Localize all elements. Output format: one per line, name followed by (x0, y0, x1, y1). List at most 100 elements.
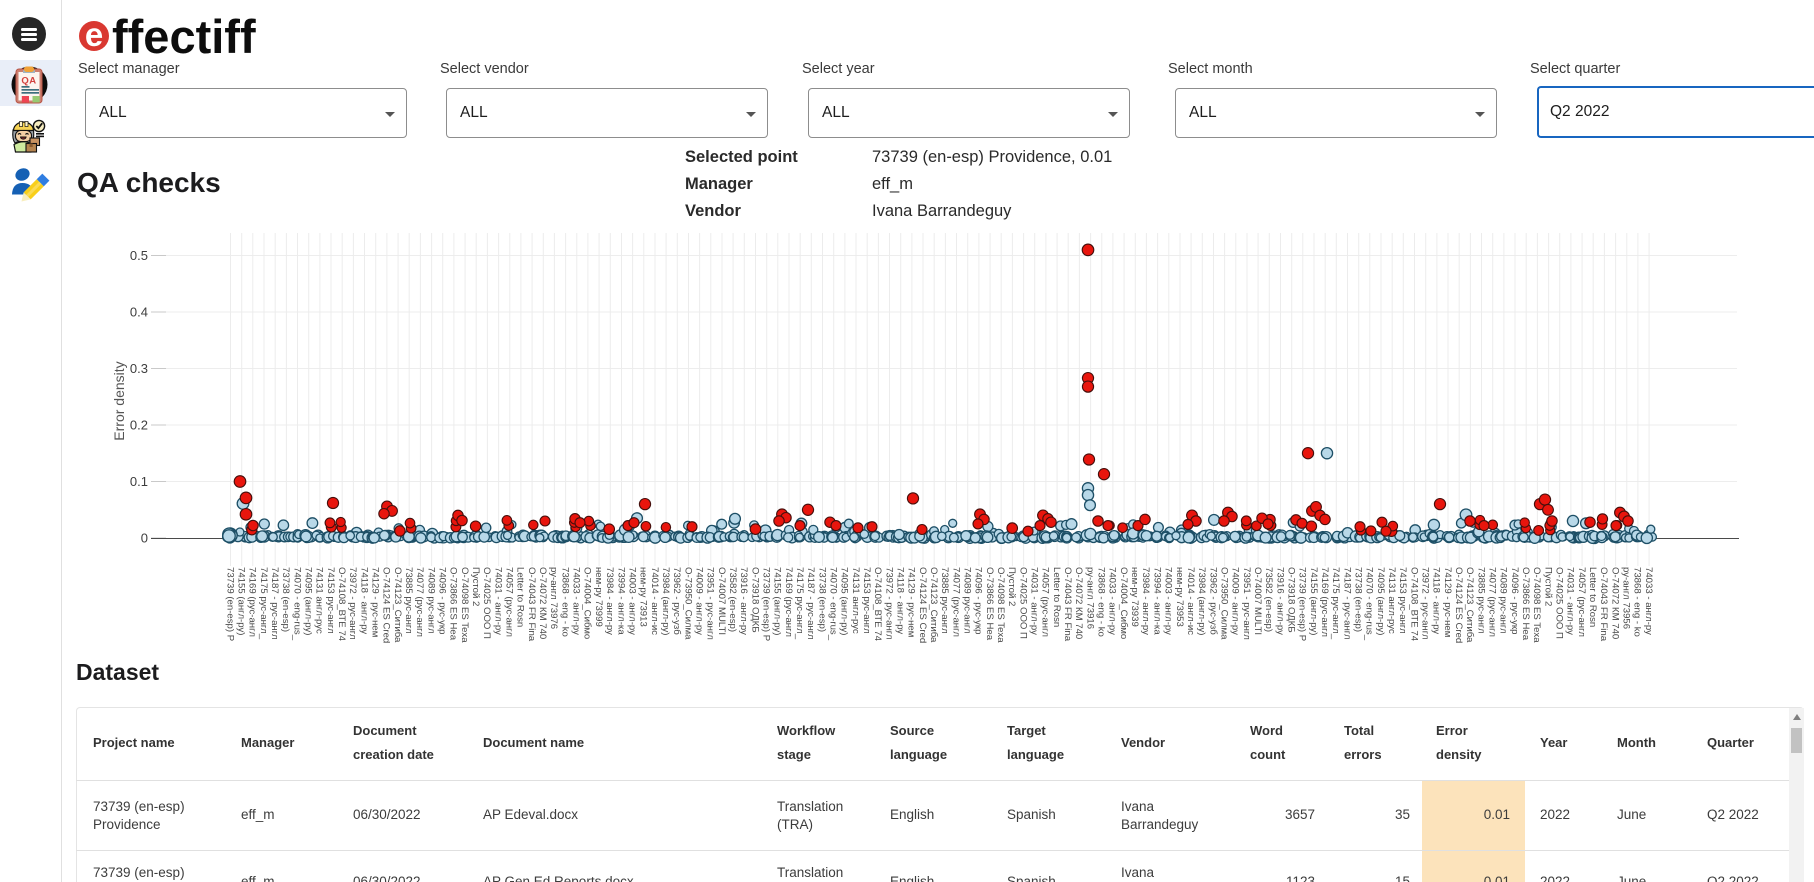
svg-text:O-74004_Сибмо: O-74004_Сибмо (1118, 567, 1129, 639)
svg-text:O-74043 FR Fina: O-74043 FR Fina (1598, 567, 1609, 642)
svg-text:O-74043 FR Fina: O-74043 FR Fina (526, 567, 537, 642)
svg-text:73994 - англ-ка: 73994 - англ-ка (615, 567, 626, 635)
svg-text:74118 - англ-ру: 74118 - англ-ру (1431, 567, 1442, 634)
svg-text:74155 (англ-ру): 74155 (англ-ру) (772, 567, 783, 635)
svg-text:74077 (рус-англ: 74077 (рус-англ (414, 567, 425, 637)
svg-text:0.3: 0.3 (130, 361, 148, 376)
svg-text:O-74123_Ситиба: O-74123_Ситиба (928, 567, 939, 643)
svg-text:74118 - англ-ру: 74118 - англ-ру (358, 567, 369, 634)
svg-text:74118 - англ-ру: 74118 - англ-ру (895, 567, 906, 634)
svg-text:74033 - англ-ру: 74033 - англ-ру (1107, 567, 1118, 635)
svg-text:O-73950_Силма: O-73950_Силма (1218, 567, 1229, 640)
svg-text:74175 рус-англ_: 74175 рус-англ_ (794, 567, 805, 640)
svg-text:74175 рус-англ_: 74175 рус-англ_ (1330, 567, 1341, 640)
svg-text:74129 - рус-нем: 74129 - рус-нем (906, 567, 917, 637)
svg-text:73738 (en-esp): 73738 (en-esp) (280, 567, 291, 632)
svg-text:74095 (англ-ру): 74095 (англ-ру) (839, 567, 850, 635)
svg-text:74089 рус-англ: 74089 рус-англ (1498, 567, 1509, 634)
svg-text:Пустой 2: Пустой 2 (1542, 567, 1553, 606)
svg-text:74129 - рус-нем: 74129 - рус-нем (370, 567, 381, 637)
svg-text:74057 (рус-англ: 74057 (рус-англ (504, 567, 515, 637)
svg-text:74057 (рус-англ: 74057 (рус-англ (1576, 567, 1587, 637)
svg-text:O-74123_Ситиба: O-74123_Ситиба (392, 567, 403, 643)
svg-text:QA: QA (21, 76, 36, 87)
svg-text:O-73866 ES Hea: O-73866 ES Hea (448, 567, 459, 641)
svg-text:74187 - рус-англ: 74187 - рус-англ (1341, 567, 1352, 640)
svg-text:74169 (рус-англ: 74169 (рус-англ (1319, 567, 1330, 637)
svg-text:O-74124 ES Cred: O-74124 ES Cred (917, 567, 928, 643)
svg-text:O-74004_Сибмо: O-74004_Сибмо (582, 567, 593, 639)
svg-text:73582 (en-esp): 73582 (en-esp) (1263, 567, 1274, 632)
svg-text:73951 - pyc-англ: 73951 - pyc-англ (705, 567, 716, 640)
svg-text:O-73866 ES Hea: O-73866 ES Hea (1520, 567, 1531, 641)
svg-text:73739 (en-esp) P: 73739 (en-esp) P (1297, 567, 1308, 641)
svg-text:74153 рус-англ: 74153 рус-англ (325, 567, 336, 634)
svg-text:O-74098 ES Texa: O-74098 ES Texa (1531, 567, 1542, 643)
svg-text:74096 - рус-укр: 74096 - рус-укр (1509, 567, 1520, 634)
svg-text:74095 (англ-ру): 74095 (англ-ру) (1375, 567, 1386, 635)
svg-text:нем-ру 73939: нем-ру 73939 (1129, 567, 1140, 627)
svg-text:74153 рус-англ: 74153 рус-англ (861, 567, 872, 634)
svg-text:74131 англ-рус: 74131 англ-рус (850, 567, 861, 634)
svg-text:0.4: 0.4 (130, 305, 148, 320)
svg-text:73984 (англ-ру): 73984 (англ-ру) (660, 567, 671, 635)
svg-text:73739 (en-esp) P: 73739 (en-esp) P (224, 567, 235, 641)
svg-text:O-74072 КМ 740: O-74072 КМ 740 (537, 567, 548, 639)
svg-text:73885 рус-англ: 73885 рус-англ (1475, 567, 1486, 634)
svg-text:74089 рус-англ: 74089 рус-англ (425, 567, 436, 634)
svg-text:Letter to Rosn: Letter to Rosn (1587, 567, 1598, 627)
svg-text:73885 рус-англ: 73885 рус-англ (939, 567, 950, 634)
svg-text:73984 - англ-ру: 73984 - англ-ру (604, 567, 615, 635)
svg-text:73916 - англ-ру: 73916 - англ-ру (738, 567, 749, 635)
svg-text:O-73950_Силма: O-73950_Силма (682, 567, 693, 640)
svg-text:0: 0 (141, 531, 148, 546)
svg-text:73916 - англ-ру: 73916 - англ-ру (1274, 567, 1285, 635)
svg-text:73738 (en-esp): 73738 (en-esp) (1353, 567, 1364, 632)
svg-text:73868 - eng - ko: 73868 - eng - ko (1096, 567, 1107, 637)
svg-text:O-74123_Ситиба: O-74123_Ситиба (1464, 567, 1475, 643)
svg-text:74153 рус-англ: 74153 рус-англ (1397, 567, 1408, 634)
svg-text:нем-ру 73999: нем-ру 73999 (593, 567, 604, 627)
svg-text:74077 (рус-англ: 74077 (рус-англ (950, 567, 961, 637)
svg-text:73868 - eng - ko: 73868 - eng - ko (1632, 567, 1643, 637)
svg-text:74187 - рус-англ: 74187 - рус-англ (805, 567, 816, 640)
svg-text:73972 - рус-англ: 73972 - рус-англ (347, 567, 358, 640)
svg-text:73962 - рус-узб: 73962 - рус-узб (1207, 567, 1218, 635)
svg-text:73885 рус-англ: 73885 рус-англ (403, 567, 414, 634)
svg-text:Пустой 2: Пустой 2 (470, 567, 481, 606)
svg-text:O-73918 ОДКБ: O-73918 ОДКБ (1286, 567, 1297, 633)
svg-text:74175 рус-англ_: 74175 рус-англ_ (258, 567, 269, 640)
svg-text:74003 - англ-ру: 74003 - англ-ру (1163, 567, 1174, 635)
svg-text:74096 - рус-укр: 74096 - рус-укр (437, 567, 448, 634)
svg-text:O-74072 КМ 740: O-74072 КМ 740 (1073, 567, 1084, 639)
svg-text:73962 - рус-узб: 73962 - рус-узб (671, 567, 682, 635)
svg-text:74096 - рус-укр: 74096 - рус-укр (973, 567, 984, 634)
svg-text:74129 - рус-нем: 74129 - рус-нем (1442, 567, 1453, 637)
svg-text:O-74098 ES Texa: O-74098 ES Texa (995, 567, 1006, 643)
svg-text:0.1: 0.1 (130, 474, 148, 489)
svg-text:Пустой 2: Пустой 2 (1006, 567, 1017, 606)
svg-text:73868 - eng - ko: 73868 - eng - ko (559, 567, 570, 637)
svg-text:73972 - рус-англ: 73972 - рус-англ (883, 567, 894, 640)
svg-text:O-74072 КМ 740: O-74072 КМ 740 (1609, 567, 1620, 639)
svg-text:ру-англ 73916: ру-англ 73916 (1084, 567, 1095, 629)
svg-text:O-74108_ВТЕ 74: O-74108_ВТЕ 74 (1408, 567, 1419, 642)
svg-text:74033 - англ-ру: 74033 - англ-ру (1643, 567, 1654, 635)
svg-text:74031 - англ-ру: 74031 - англ-ру (492, 567, 503, 635)
svg-text:74169 (рус-англ: 74169 (рус-англ (783, 567, 794, 637)
svg-text:73994 - англ-ка: 73994 - англ-ка (1151, 567, 1162, 635)
svg-text:нем-ру 73913: нем-ру 73913 (638, 567, 649, 627)
svg-text:74095 (англ-ру): 74095 (англ-ру) (303, 567, 314, 635)
svg-text:74155 (англ-ру): 74155 (англ-ру) (235, 567, 246, 635)
svg-text:O-74108_ВТЕ 74: O-74108_ВТЕ 74 (336, 567, 347, 642)
svg-text:O-74124 ES Cred: O-74124 ES Cred (381, 567, 392, 643)
svg-text:74014 - англ-ис: 74014 - англ-ис (649, 567, 660, 635)
svg-text:нем-ру 73953: нем-ру 73953 (1174, 567, 1185, 627)
svg-text:O-73866 ES Hea: O-73866 ES Hea (984, 567, 995, 641)
svg-text:0.5: 0.5 (130, 248, 148, 263)
svg-text:74131 англ-рус: 74131 англ-рус (314, 567, 325, 634)
svg-text:73582 (en-esp): 73582 (en-esp) (727, 567, 738, 632)
svg-text:74077 (рус-англ: 74077 (рус-англ (1487, 567, 1498, 637)
svg-text:O-74007 MULTI: O-74007 MULTI (716, 567, 727, 635)
svg-text:74031 - англ-ру: 74031 - англ-ру (1029, 567, 1040, 635)
